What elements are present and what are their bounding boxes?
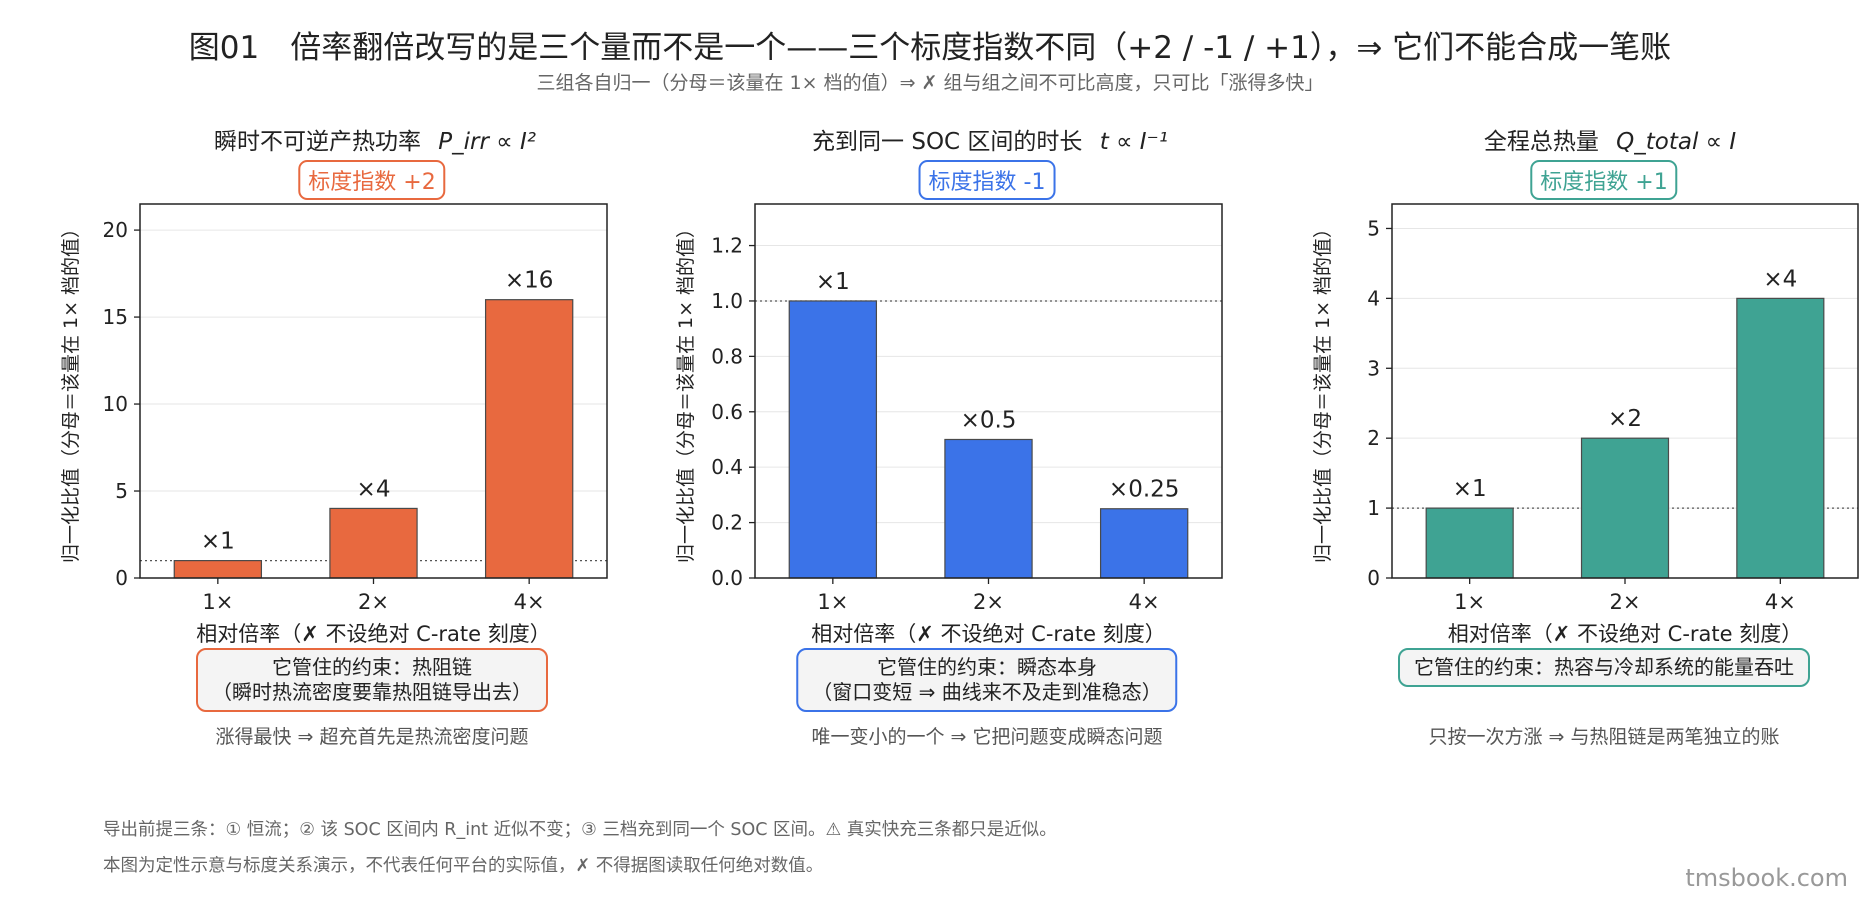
panel-3-ytick-label-1: 1	[1367, 496, 1380, 520]
panel-3-ytick-label-4: 4	[1367, 286, 1380, 310]
panel-1-title-formula: P_irr ∝ I²	[438, 129, 537, 155]
panel-1-constraint-line-1: 它管住的约束：热阻链	[272, 655, 472, 679]
panel-2-plot-frame	[754, 203, 1223, 579]
panel-2-bar-0	[788, 300, 878, 579]
panel-2-constraint-line-1: 它管住的约束：瞬态本身	[876, 655, 1097, 679]
panel-3-constraint-box: 它管住的约束：热容与冷却系统的能量吞吐	[1398, 648, 1810, 687]
panel-1-ytick-label-0: 0	[115, 566, 128, 590]
figure-subtitle: 三组各自归一（分母＝该量在 1× 档的值）⇒ ✗ 组与组之间不可比高度，只可比「…	[536, 72, 1324, 94]
panel-1-bar-1	[329, 507, 418, 579]
panel-3-ytick-label-3: 3	[1367, 356, 1380, 380]
panel-1-ytick-label-2: 10	[103, 392, 128, 416]
panel-2-bar-value-label-1: ×0.5	[961, 407, 1017, 433]
panel-1-ytick-label-3: 15	[103, 305, 128, 329]
footnote-2: 本图为定性示意与标度关系演示，不代表任何平台的实际值，✗ 不得据图读取任何绝对数…	[103, 856, 824, 876]
panel-2-ytick-label-2: 0.4	[711, 455, 743, 479]
panel-2-ytick-label-1: 0.2	[711, 511, 743, 535]
panel-3-title-formula: Q_total ∝ I	[1616, 129, 1737, 155]
panel-2-ytick-label-4: 0.8	[711, 344, 743, 368]
panel-2-exponent-tag: 标度指数 -1	[918, 160, 1056, 200]
panel-1-constraint-line-2: （瞬时热流密度要靠热阻链导出去）	[212, 680, 532, 704]
panel-1-plot-frame	[139, 203, 608, 579]
panel-1-x-axis-label: 相对倍率（✗ 不设绝对 C-rate 刻度）	[196, 622, 551, 646]
panel-2-ytick-label-6: 1.2	[711, 234, 743, 258]
panel-3-exponent-tag: 标度指数 +1	[1530, 160, 1678, 200]
panel-2-bar-2	[1099, 508, 1189, 579]
panel-3-plot-frame	[1391, 203, 1859, 579]
panel-1-bar-value-label-1: ×4	[357, 476, 391, 502]
panel-2-ytick-label-3: 0.6	[711, 400, 743, 424]
panel-2-constraint-box: 它管住的约束：瞬态本身 （窗口变短 ⇒ 曲线来不及走到准稳态）	[796, 648, 1178, 712]
panel-1-bar-value-label-2: ×16	[505, 268, 554, 294]
panel-2-title-formula: t ∝ I⁻¹	[1099, 129, 1168, 155]
panel-3-title: 全程总热量 Q_total ∝ I	[1390, 122, 1830, 156]
panel-3-x-axis-label: 相对倍率（✗ 不设绝对 C-rate 刻度）	[1448, 622, 1803, 646]
panel-1-note: 涨得最快 ⇒ 超充首先是热流密度问题	[215, 726, 529, 748]
panel-3-note: 只按一次方涨 ⇒ 与热阻链是两笔独立的账	[1428, 726, 1780, 748]
panel-1-ytick-label-1: 5	[115, 479, 128, 503]
panel-2-x-axis-label: 相对倍率（✗ 不设绝对 C-rate 刻度）	[811, 622, 1166, 646]
panel-2-bar-1	[944, 438, 1033, 579]
panel-2-ytick-label-5: 1.0	[711, 289, 743, 313]
panel-2-xtick-label-1: 2×	[973, 590, 1004, 614]
panel-3-bar-0	[1425, 507, 1514, 579]
panel-2-ytick-label-0: 0.0	[711, 566, 743, 590]
panel-2-constraint-line-2: （窗口变短 ⇒ 曲线来不及走到准稳态）	[812, 680, 1162, 704]
panel-1-title-text: 瞬时不可逆产热功率	[213, 129, 421, 155]
panel-3-bar-value-label-2: ×4	[1763, 266, 1797, 292]
panel-1-xtick-label-1: 2×	[358, 590, 389, 614]
panel-3-ytick-label-0: 0	[1367, 566, 1380, 590]
panel-2-bar-value-label-2: ×0.25	[1109, 477, 1179, 503]
panel-3-title-text: 全程总热量	[1483, 129, 1599, 155]
panel-1-xtick-label-0: 1×	[202, 590, 233, 614]
footnote-1: 导出前提三条：① 恒流；② 该 SOC 区间内 R_int 近似不变；③ 三档充…	[103, 820, 1057, 840]
panel-2-xtick-label-0: 1×	[817, 590, 848, 614]
panel-3-bar-2	[1736, 297, 1825, 579]
panel-1-ytick-label-4: 20	[103, 218, 128, 242]
panel-3-xtick-label-0: 1×	[1454, 590, 1485, 614]
panel-3-bar-1	[1580, 437, 1670, 579]
panel-2-xtick-label-2: 4×	[1129, 590, 1160, 614]
panel-2-bar-value-label-0: ×1	[816, 269, 850, 295]
panel-3-constraint-line-1: 它管住的约束：热容与冷却系统的能量吞吐	[1414, 655, 1794, 679]
panel-1-title: 瞬时不可逆产热功率 P_irr ∝ I²	[140, 122, 610, 156]
panel-2-note: 唯一变小的一个 ⇒ 它把问题变成瞬态问题	[811, 726, 1163, 748]
panel-1-y-axis-label: 归一化比值（分母＝该量在 1× 档的值）	[60, 219, 82, 563]
panel-2-title-text: 充到同一 SOC 区间的时长	[812, 129, 1083, 155]
figure-title: 图01 倍率翻倍改写的是三个量而不是一个——三个标度指数不同（+2 / -1 /…	[188, 30, 1672, 66]
panel-3-xtick-label-1: 2×	[1610, 590, 1641, 614]
panel-3-bar-value-label-0: ×1	[1453, 476, 1487, 502]
panel-1-xtick-label-2: 4×	[514, 590, 545, 614]
panel-2-title: 充到同一 SOC 区间的时长 t ∝ I⁻¹	[760, 122, 1220, 156]
panel-3-y-axis-label: 归一化比值（分母＝该量在 1× 档的值）	[1312, 219, 1334, 563]
brand-watermark: tmsbook.com	[1685, 864, 1848, 892]
panel-1-bar-0	[173, 560, 263, 579]
panel-3-ytick-label-5: 5	[1367, 216, 1380, 240]
panel-3-ytick-label-2: 2	[1367, 426, 1380, 450]
panel-1-bar-value-label-0: ×1	[201, 529, 235, 555]
panel-1-constraint-box: 它管住的约束：热阻链 （瞬时热流密度要靠热阻链导出去）	[196, 648, 548, 712]
panel-1-exponent-tag: 标度指数 +2	[298, 160, 446, 200]
panel-3-bar-value-label-1: ×2	[1608, 406, 1642, 432]
panel-2-y-axis-label: 归一化比值（分母＝该量在 1× 档的值）	[675, 219, 697, 563]
panel-3-xtick-label-2: 4×	[1765, 590, 1796, 614]
panel-1-bar-2	[484, 299, 574, 579]
